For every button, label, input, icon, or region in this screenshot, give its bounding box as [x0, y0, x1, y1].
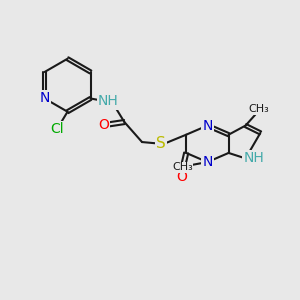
Text: NH: NH [243, 152, 264, 165]
Text: O: O [176, 170, 187, 184]
Text: CH₃: CH₃ [248, 104, 269, 114]
Text: N: N [202, 155, 213, 169]
Text: S: S [156, 136, 166, 151]
Text: N: N [202, 118, 213, 133]
Text: O: O [98, 118, 109, 132]
Text: Cl: Cl [50, 122, 64, 136]
Text: N: N [39, 92, 50, 106]
Text: CH₃: CH₃ [172, 162, 193, 172]
Text: NH: NH [98, 94, 118, 108]
